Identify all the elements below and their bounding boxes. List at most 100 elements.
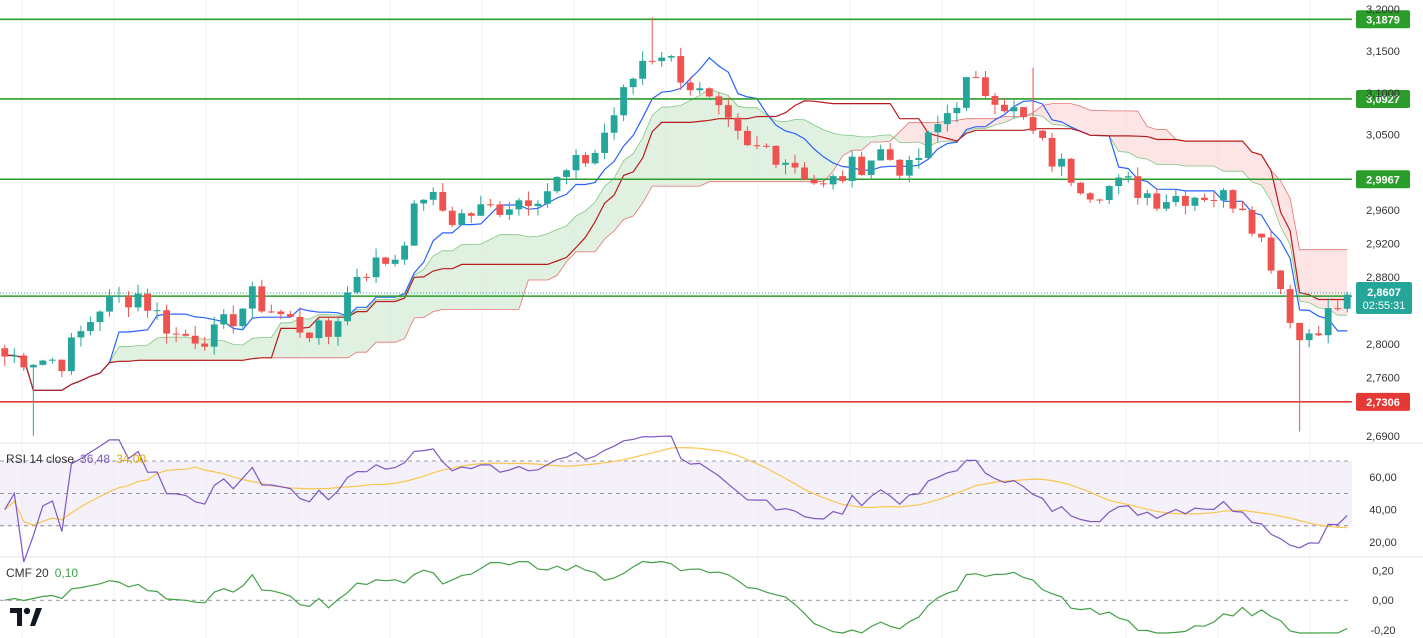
candle-body (1134, 176, 1142, 198)
candle-body (334, 321, 342, 337)
cloud-segment (747, 107, 757, 182)
cloud-segment (1128, 110, 1138, 158)
candle-body (1039, 130, 1046, 138)
candle-body (1267, 237, 1275, 271)
cloud-segment (576, 210, 586, 252)
cmf-legend-value: 0,10 (54, 566, 79, 580)
cloud-segment (223, 340, 234, 361)
cloud-segment (423, 255, 434, 318)
candle-body (58, 359, 66, 372)
support-resistance-lines (0, 18, 1352, 403)
cloud-segment (1118, 110, 1129, 153)
candle-body (267, 311, 275, 313)
candle-body (524, 200, 532, 207)
cloud-segment (138, 345, 148, 361)
candle-body (1220, 190, 1227, 201)
cloud-segment (509, 234, 519, 310)
cloud-segment (909, 122, 919, 143)
candle-body (1191, 197, 1199, 206)
cloud-segment (480, 239, 491, 310)
candle-body (106, 295, 113, 312)
level-label-box (1356, 10, 1410, 29)
candle-body (96, 311, 104, 322)
candle-body (1124, 176, 1132, 178)
cloud-segment (1109, 110, 1119, 152)
candle-body (658, 57, 666, 62)
current-price-label: 2,8607 (1367, 287, 1401, 299)
cloud-segment (261, 337, 272, 358)
candle-body (772, 145, 780, 165)
cloud-segment (1204, 141, 1214, 167)
candle-body (382, 257, 390, 264)
cloud-segment (680, 100, 691, 187)
cloud-segment (785, 119, 796, 182)
cloud-segment (157, 337, 167, 361)
cloud-segment (1299, 249, 1310, 303)
tradingview-logo-icon (10, 607, 42, 626)
candle-body (848, 156, 856, 181)
cmf-tick-label: -0,20 (1370, 625, 1395, 637)
candle-body (572, 155, 580, 171)
candle-body (544, 191, 551, 204)
kijun-line (4, 100, 1348, 391)
candle-body (839, 176, 847, 181)
candle-body (905, 159, 913, 176)
candle-body (439, 191, 447, 211)
level-label: 2,7306 (1366, 397, 1400, 409)
candle-body (877, 149, 885, 161)
candle-body (534, 203, 542, 207)
current-price-box (1356, 282, 1412, 315)
price-tick-label: 2,9600 (1366, 205, 1400, 217)
candle-body (1181, 196, 1189, 206)
cloud-segment (1175, 139, 1186, 167)
rsi-tick-label: 40,00 (1369, 505, 1397, 517)
price-tick-label: 2,8000 (1366, 339, 1400, 351)
candle-body (1200, 197, 1208, 200)
candle-body (620, 87, 628, 116)
cloud-segment (366, 299, 377, 353)
candle-body (296, 316, 304, 333)
candle-body (1, 348, 9, 357)
cloud-segment (614, 160, 624, 231)
price-tick-label: 2,7600 (1366, 372, 1400, 384)
cmf-tick-label: 0,00 (1372, 595, 1393, 607)
cloud-segment (756, 107, 767, 182)
cloud-segment (1318, 249, 1329, 310)
candlesticks[interactable] (1, 17, 1351, 436)
price-tick-label: 2,6900 (1366, 431, 1400, 443)
candle-body (286, 314, 294, 317)
candle-body (743, 130, 751, 146)
level-label: 2,9967 (1366, 174, 1400, 186)
candle-body (1029, 117, 1037, 131)
candle-body (391, 259, 399, 264)
cloud-segment (1061, 103, 1072, 128)
candle-body (448, 210, 456, 225)
sub-panels (0, 435, 1352, 634)
candle-body (248, 286, 256, 309)
cloud-segment (547, 229, 557, 281)
candle-body (467, 213, 475, 216)
candle-body (1096, 199, 1104, 201)
cloud-segment (861, 136, 872, 151)
cloud-segment (1071, 103, 1081, 132)
candle-body (210, 324, 218, 347)
cloud-segment (975, 118, 986, 129)
candle-body (1105, 186, 1113, 201)
candle-body (39, 360, 47, 365)
candle-body (115, 295, 123, 297)
cloud-segment (1280, 180, 1291, 245)
candle-body (1286, 289, 1294, 323)
cmf-legend[interactable]: CMF 20 0,10 (6, 566, 84, 580)
cloud-segment (395, 295, 405, 343)
candle-body (134, 293, 142, 308)
cmf-legend-name: CMF 20 (6, 566, 49, 580)
cloud-segment (842, 135, 853, 156)
candle-body (163, 310, 171, 334)
candle-body (610, 115, 618, 133)
rsi-legend[interactable]: RSI 14 close 36,48 34,00 (6, 452, 152, 466)
rsi-line (4, 435, 1348, 563)
candle-body (1172, 196, 1180, 203)
cloud-segment (1223, 141, 1233, 172)
